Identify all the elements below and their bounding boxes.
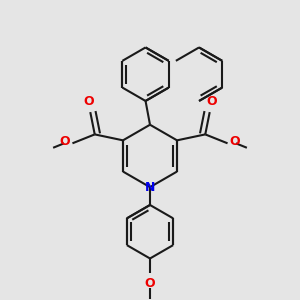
Text: O: O xyxy=(83,95,94,108)
Text: O: O xyxy=(206,95,217,108)
Text: O: O xyxy=(145,277,155,290)
Text: N: N xyxy=(145,181,155,194)
Text: O: O xyxy=(230,135,240,148)
Text: O: O xyxy=(60,135,70,148)
